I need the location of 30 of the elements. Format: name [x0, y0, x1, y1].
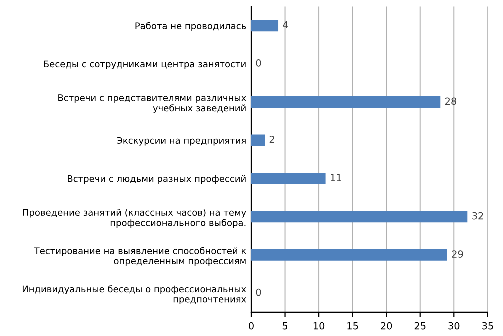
- y-tick-label: Встречи с представителями различных учебных заведений: [58, 94, 246, 114]
- y-tick-label: Индивидуальные беседы о профессиональных предпочтениях: [22, 285, 246, 304]
- x-tick-label: 0: [249, 322, 254, 330]
- data-label: 11: [331, 174, 342, 182]
- bar: [252, 134, 266, 146]
- y-tick-label: Работа не проводилась: [136, 22, 246, 32]
- data-label: 32: [472, 212, 484, 220]
- x-tick-label: 15: [348, 322, 358, 330]
- data-label: 0: [256, 288, 262, 296]
- x-tick-label: 20: [381, 322, 392, 330]
- data-label: 4: [283, 21, 288, 29]
- data-label: 0: [256, 60, 262, 67]
- x-tick-label: 5: [282, 322, 288, 330]
- bar: [252, 96, 441, 108]
- data-label: 2: [270, 136, 274, 144]
- bar: [252, 172, 326, 184]
- x-tick-label: 30: [448, 322, 460, 330]
- x-tick-label: 25: [414, 322, 426, 330]
- x-tick-label: 35: [482, 322, 494, 330]
- y-tick-label: Беседы с сотрудниками центра занятости: [44, 60, 246, 70]
- y-tick-label: Проведение занятий (классных часов) на тему профессионального выбора.: [23, 209, 246, 228]
- x-tick-label: 10: [314, 322, 325, 330]
- y-tick-label: Встречи с людьми разных профессий: [68, 175, 246, 184]
- bar: [252, 211, 468, 223]
- bar: [252, 249, 448, 261]
- data-label: 28: [446, 98, 456, 106]
- y-tick-label: Тестирование на выявление способностей к определенным профессиям: [34, 247, 246, 266]
- bar: [252, 20, 279, 32]
- data-label: 29: [452, 250, 464, 258]
- y-tick-label: Экскурсии на предприятия: [117, 137, 246, 146]
